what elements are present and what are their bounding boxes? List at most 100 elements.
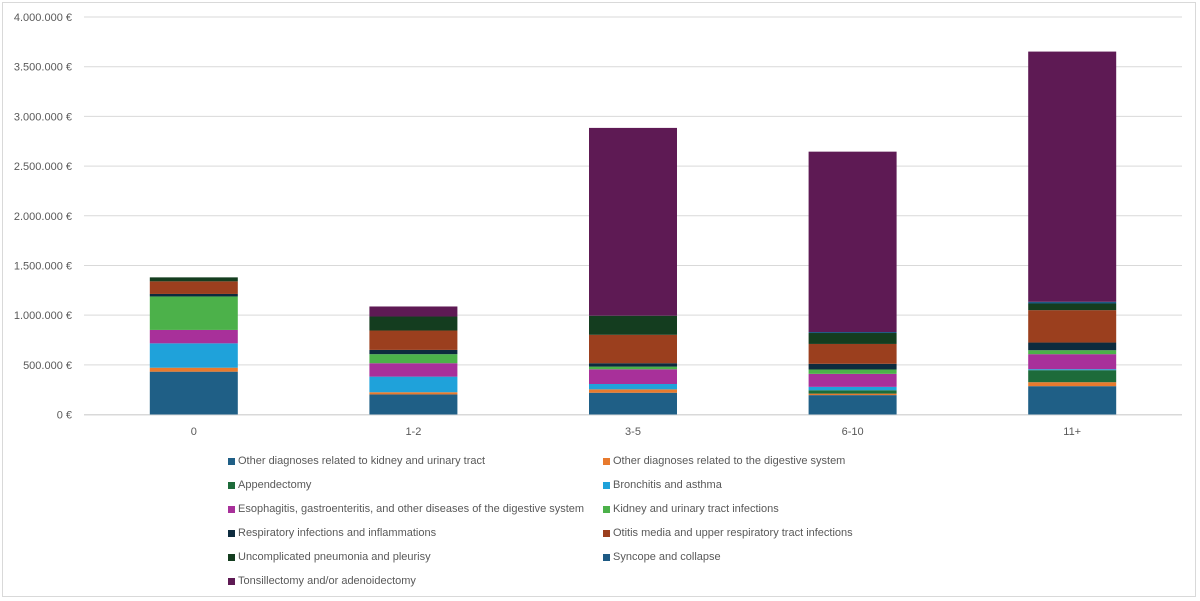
x-tick-label: 0 [191,426,197,438]
bar-segment [149,343,238,368]
bar-segment [589,334,677,364]
legend-label: Other diagnoses related to kidney and ur… [238,455,486,467]
legend-label: Other diagnoses related to the digestive… [613,455,846,467]
y-tick-label: 1.000.000 € [14,310,72,322]
bar-segment [589,392,677,415]
y-tick-label: 500.000 € [23,360,72,372]
bar-segment [808,373,897,387]
legend-swatch-icon [228,481,235,489]
legend-item[interactable]: Esophagitis, gastroenteritis, and other … [228,502,584,516]
legend-label: Uncomplicated pneumonia and pleurisy [238,551,431,563]
bar-segment [369,306,458,317]
x-tick-label: 3-5 [625,426,641,438]
bar-segment [369,392,458,395]
bar-segment [369,363,458,377]
legend-swatch-icon [228,457,235,465]
legend-swatch-icon [603,553,610,561]
x-tick-label: 11+ [1063,426,1081,438]
bar-segment [808,332,897,334]
bar-segment [589,369,677,384]
legend-swatch-icon [228,553,235,561]
bar-segment [149,329,238,344]
bar-segment [808,343,897,364]
legend-item[interactable]: Uncomplicated pneumonia and pleurisy [228,550,431,564]
bar-segment [149,293,238,297]
bar-stack-3-5 [589,127,677,415]
bar-segment [369,394,458,415]
legend-label: Otitis media and upper respiratory tract… [613,527,853,539]
bar-segment [589,127,677,316]
gridlines [84,16,1182,416]
bar-segment [149,281,238,294]
bar-segment [369,376,458,393]
legend-label: Syncope and collapse [613,551,721,563]
bar-segment [149,296,238,330]
bar-segment [149,367,238,372]
legend-swatch-icon [603,457,610,465]
bar-segment [149,277,238,282]
bar-segment [808,386,897,391]
y-tick-label: 3.000.000 € [14,111,72,123]
bar-segment [1028,386,1117,415]
bar-segment [1028,310,1117,343]
legend-item[interactable]: Appendectomy [228,478,311,492]
legend-swatch-icon [228,505,235,513]
legend-item[interactable]: Other diagnoses related to kidney and ur… [228,454,485,468]
bar-segment [1028,354,1117,370]
bar-segment [369,330,458,350]
legend-swatch-icon [603,529,610,537]
legend-label: Respiratory infections and inflammations [238,527,437,539]
x-tick-label: 1-2 [405,426,421,438]
legend-item[interactable]: Otitis media and upper respiratory tract… [603,526,853,540]
bar-segment [369,316,458,331]
bar-segment [808,390,897,394]
legend-item[interactable]: Syncope and collapse [603,550,721,564]
bar-stack-6-10 [808,151,897,415]
bar-segment [808,393,897,396]
legend-swatch-icon [228,577,235,585]
legend-item[interactable]: Kidney and urinary tract infections [603,502,779,516]
legend-label: Bronchitis and asthma [613,479,722,491]
bar-segment [369,354,458,364]
bar-segment [808,333,897,344]
bar-segment [1028,301,1117,304]
y-axis-tick-labels: 0 € 500.000 € 1.000.000 € 1.500.000 € 2.000.… [14,12,72,422]
bar-stack-0 [149,277,238,415]
y-tick-label: 2.000.000 € [14,211,72,223]
legend-label: Tonsillectomy and/or adenoidectomy [238,575,416,587]
bar-segment [1028,342,1117,351]
x-tick-label: 6-10 [842,426,864,438]
legend-label: Kidney and urinary tract infections [613,503,779,515]
bar-segment [589,366,677,370]
bar-segment [369,349,458,355]
bar-segment [589,389,677,393]
bar-segment [149,371,238,415]
bar-segment [1028,369,1117,371]
legend-item[interactable]: Tonsillectomy and/or adenoidectomy [228,574,416,588]
bar-stack-11+ [1028,51,1117,415]
bars [149,51,1117,415]
y-tick-label: 2.500.000 € [14,161,72,173]
y-tick-label: 0 € [57,410,72,422]
bar-segment [589,383,677,390]
legend-item[interactable]: Other diagnoses related to the digestive… [603,454,845,468]
legend-label: Esophagitis, gastroenteritis, and other … [238,503,585,515]
bar-segment [589,363,677,367]
bar-segment [1028,303,1117,311]
legend-label: Appendectomy [238,479,312,491]
y-tick-label: 4.000.000 € [14,12,72,24]
bar-stack-1-2 [369,306,458,415]
bar-segment [808,363,897,370]
x-axis-tick-labels: 0 1-2 3-5 6-10 11+ [191,426,1081,438]
legend-item[interactable]: Respiratory infections and inflammations [228,526,436,540]
y-tick-label: 3.500.000 € [14,62,72,74]
bar-segment [808,395,897,415]
bar-segment [1028,350,1117,355]
legend-swatch-icon [603,481,610,489]
legend-item[interactable]: Bronchitis and asthma [603,478,722,492]
bar-segment [589,315,677,335]
bar-segment [1028,370,1117,383]
bar-segment [1028,51,1117,302]
legend-swatch-icon [603,505,610,513]
